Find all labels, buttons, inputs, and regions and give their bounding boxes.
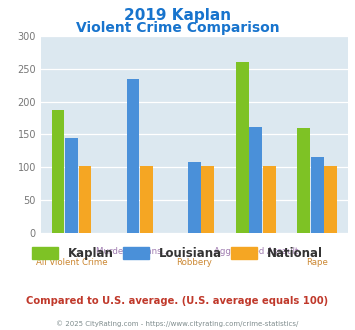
Bar — [140, 166, 153, 233]
Text: 2019 Kaplan: 2019 Kaplan — [124, 8, 231, 23]
Bar — [249, 127, 262, 233]
Text: Rape: Rape — [306, 258, 328, 267]
Text: Aggravated Assault: Aggravated Assault — [214, 248, 298, 256]
Bar — [324, 166, 337, 233]
Text: Compared to U.S. average. (U.S. average equals 100): Compared to U.S. average. (U.S. average … — [26, 296, 329, 306]
Bar — [311, 157, 324, 233]
Bar — [236, 62, 249, 233]
Bar — [126, 79, 140, 233]
Bar — [297, 128, 310, 233]
Text: Murder & Mans...: Murder & Mans... — [96, 248, 170, 256]
Bar — [201, 166, 214, 233]
Text: © 2025 CityRating.com - https://www.cityrating.com/crime-statistics/: © 2025 CityRating.com - https://www.city… — [56, 321, 299, 327]
Text: Violent Crime Comparison: Violent Crime Comparison — [76, 21, 279, 35]
Text: All Violent Crime: All Violent Crime — [36, 258, 107, 267]
Text: Robbery: Robbery — [176, 258, 212, 267]
Legend: Kaplan, Louisiana, National: Kaplan, Louisiana, National — [28, 242, 327, 265]
Bar — [263, 166, 276, 233]
Bar — [51, 110, 65, 233]
Bar — [188, 162, 201, 233]
Bar — [65, 138, 78, 233]
Bar — [78, 166, 92, 233]
